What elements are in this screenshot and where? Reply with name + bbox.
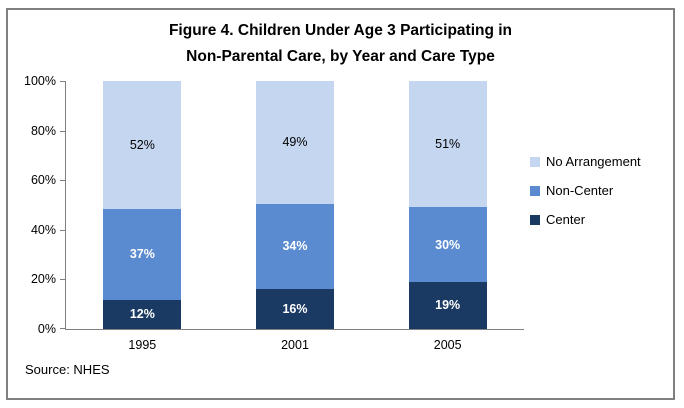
bar-segment-center: 16%	[256, 288, 334, 329]
legend: No Arrangement Non-Center Center	[530, 147, 641, 234]
y-axis-tick-label: 60%	[30, 173, 56, 188]
bar-value-label: 16%	[282, 301, 308, 316]
chart-title-line1: Figure 4. Children Under Age 3 Participa…	[168, 22, 513, 39]
bar-segment-center: 19%	[408, 281, 487, 329]
y-axis-tick-label: 0%	[37, 322, 56, 336]
chart-title-line2: Non-Parental Care, by Year and Care Type	[186, 48, 495, 65]
bar-2001: 49% 34% 16%	[256, 81, 334, 329]
chart-title: Figure 4. Children Under Age 3 Participa…	[8, 18, 673, 70]
bar-segment-center: 12%	[103, 299, 182, 329]
bar-1995: 52% 37% 12%	[103, 81, 182, 329]
y-axis-tick-mark	[60, 81, 65, 82]
y-axis-tick-mark	[60, 279, 65, 281]
y-axis-tick-label: 100%	[24, 74, 56, 88]
bar-value-label: 49%	[282, 135, 308, 150]
legend-swatch-icon	[530, 185, 540, 196]
legend-item-no-arrangement: No Arrangement	[530, 147, 641, 176]
plot-area: 0% 20% 40% 60% 80% 100% 52% 37% 12% 49% 34% 16% 51%…	[24, 74, 524, 352]
y-axis-tick-label: 20%	[30, 272, 56, 287]
source-note: Source: NHES	[25, 362, 110, 377]
x-axis-label-1995: 1995	[128, 338, 157, 352]
bar-segment-non-center: 37%	[103, 208, 182, 300]
bar-segment-non-center: 30%	[408, 207, 487, 282]
legend-item-non-center: Non-Center	[530, 176, 641, 205]
bar-segment-no-arrangement: 49%	[256, 81, 334, 204]
x-axis-label-2005: 2005	[433, 338, 462, 352]
y-axis-tick-mark	[60, 328, 65, 329]
bar-2005: 51% 30% 19%	[408, 81, 487, 329]
bar-segment-non-center: 34%	[256, 203, 334, 289]
bar-value-label: 52%	[129, 137, 155, 152]
bar-value-label: 34%	[282, 239, 308, 254]
chart-frame: Figure 4. Children Under Age 3 Participa…	[6, 8, 675, 400]
legend-label: Non-Center	[546, 183, 614, 198]
y-axis-tick-mark	[60, 180, 65, 182]
legend-label: No Arrangement	[546, 154, 641, 169]
x-axis-label-2001: 2001	[281, 338, 309, 352]
y-axis-tick-label: 40%	[30, 222, 56, 237]
legend-swatch-icon	[530, 156, 540, 167]
bar-value-label: 30%	[435, 237, 461, 252]
bar-segment-no-arrangement: 51%	[408, 81, 487, 208]
y-axis-tick-label: 80%	[30, 123, 56, 138]
legend-swatch-icon	[530, 214, 540, 225]
y-axis-tick-mark	[60, 130, 65, 132]
bar-value-label: 37%	[129, 247, 155, 262]
legend-item-center: Center	[530, 205, 641, 234]
bar-value-label: 51%	[435, 137, 461, 152]
bar-segment-no-arrangement: 52%	[103, 81, 182, 209]
legend-label: Center	[546, 212, 586, 227]
bar-value-label: 12%	[129, 307, 155, 322]
y-axis-tick-mark	[60, 229, 65, 231]
bar-value-label: 19%	[435, 298, 461, 313]
